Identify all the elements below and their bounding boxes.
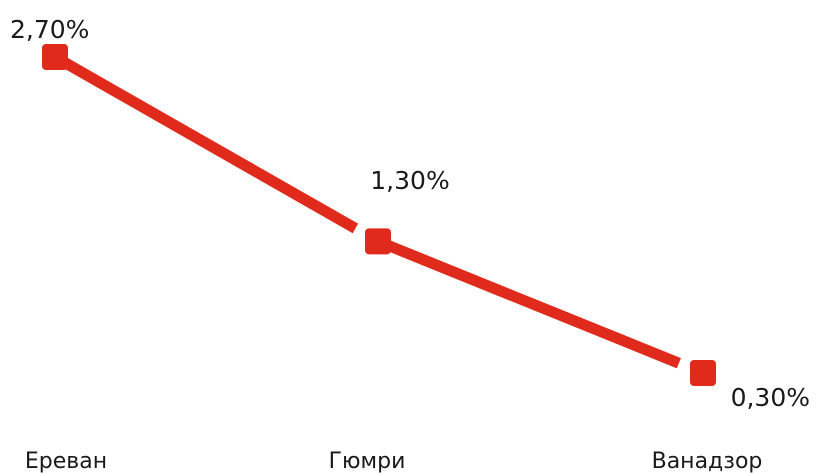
x-axis-tick-labels: Ереван Гюмри Ванадзор (25, 449, 763, 473)
data-point-marker (42, 44, 68, 70)
series-line-segment (385, 239, 681, 369)
data-label: 2,70% (10, 15, 89, 44)
data-point-marker (365, 228, 391, 255)
x-axis-tick-label: Гюмри (329, 449, 406, 473)
marker-layer (42, 44, 716, 386)
data-point-marker (690, 360, 716, 386)
x-axis-tick-label: Ереван (25, 449, 107, 473)
data-label: 0,30% (731, 383, 810, 412)
data-label-layer: 2,70% 1,30% 0,30% (10, 15, 810, 412)
series-line-segment (60, 57, 359, 234)
x-axis-tick-label: Ванадзор (652, 449, 763, 473)
data-label: 1,30% (370, 166, 449, 195)
series-line-layer (60, 57, 681, 369)
